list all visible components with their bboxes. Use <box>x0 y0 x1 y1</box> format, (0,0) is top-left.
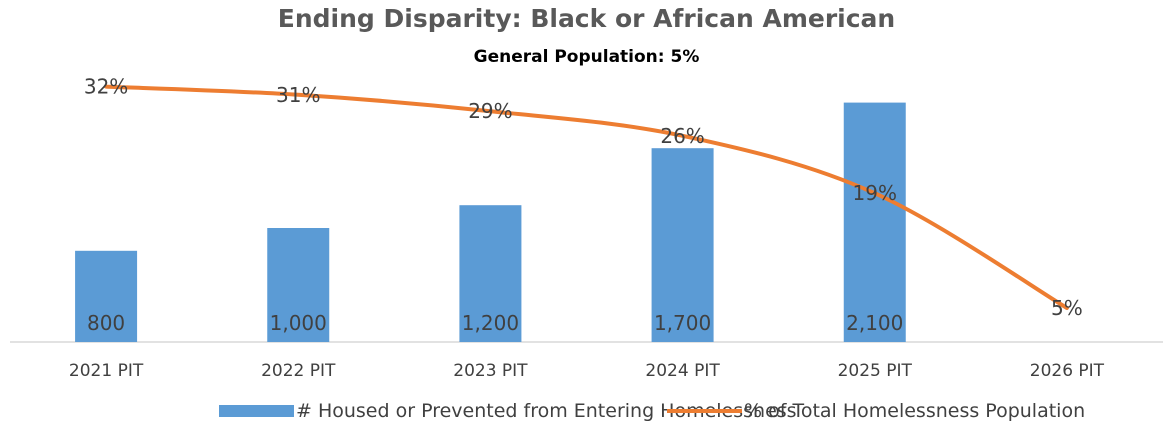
line-data-label: 29% <box>468 99 512 123</box>
legend-item-bars: # Housed or Prevented from Entering Home… <box>219 400 797 422</box>
x-tick-label: 2024 PIT <box>645 361 720 381</box>
legend: # Housed or Prevented from Entering Home… <box>0 400 1173 430</box>
chart-subtitle: General Population: 5% <box>473 47 700 67</box>
legend-item-line: % of Total Homelessness Population <box>667 400 1085 422</box>
legend-swatch-bar <box>219 405 294 417</box>
line-data-label: 19% <box>853 181 897 205</box>
bar <box>843 102 906 342</box>
legend-swatch-line <box>667 409 742 413</box>
x-tick-label: 2021 PIT <box>69 361 144 381</box>
bar <box>75 250 138 342</box>
legend-label-bars: # Housed or Prevented from Entering Home… <box>296 400 797 422</box>
bar-data-label: 800 <box>87 311 125 335</box>
series-line <box>104 84 1069 310</box>
x-tick-label: 2023 PIT <box>453 361 528 381</box>
line-data-label: 26% <box>660 124 704 148</box>
bar <box>459 205 522 342</box>
legend-label-line: % of Total Homelessness Population <box>744 400 1086 422</box>
bar <box>267 228 330 342</box>
line-data-label: 31% <box>276 83 320 107</box>
bar-data-label: 1,700 <box>654 311 711 335</box>
x-tick-label: 2025 PIT <box>838 361 913 381</box>
line-data-label: 5% <box>1051 296 1083 320</box>
line-data-label: 32% <box>84 75 128 99</box>
bar-data-label: 1,000 <box>270 311 327 335</box>
bar <box>651 148 714 342</box>
x-tick-label: 2026 PIT <box>1030 361 1105 381</box>
chart-title: Ending Disparity: Black or African Ameri… <box>277 4 896 33</box>
bar-data-label: 1,200 <box>462 311 519 335</box>
bar-data-label: 2,100 <box>846 311 903 335</box>
x-tick-label: 2022 PIT <box>261 361 336 381</box>
